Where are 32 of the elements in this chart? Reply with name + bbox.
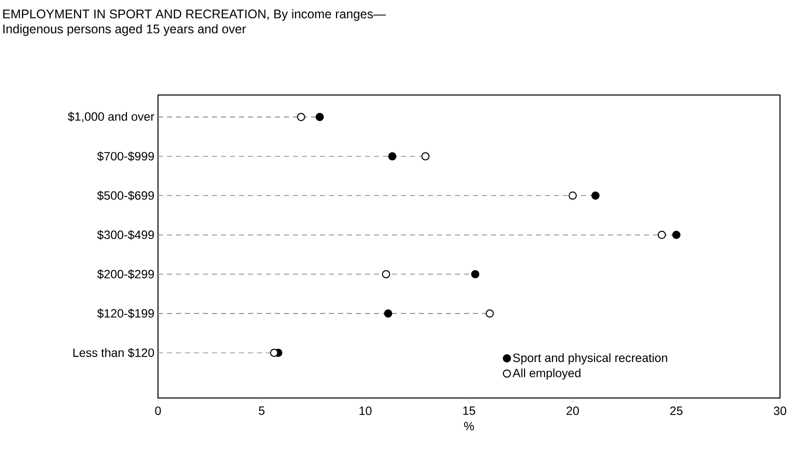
point	[591, 192, 600, 200]
x-tick-label: 15	[463, 406, 476, 415]
x-tick-label: 30	[774, 406, 786, 416]
point	[658, 230, 666, 240]
x-tick-label: 5	[258, 406, 264, 415]
point	[296, 112, 306, 122]
point	[672, 230, 680, 240]
point	[270, 348, 278, 357]
point	[382, 270, 390, 278]
legend-label: All employed	[512, 368, 580, 380]
point	[471, 270, 480, 278]
point	[421, 152, 430, 160]
y-tick-label: $120-$199	[97, 308, 154, 318]
y-tick-label: $200-$299	[97, 269, 154, 280]
point	[486, 309, 494, 318]
x-axis-title: %	[464, 422, 474, 430]
chart-title: EMPLOYMENT IN SPORT AND RECREATION, By income ranges—	[3, 9, 386, 21]
y-tick-label: $300-$499	[97, 230, 154, 240]
point	[568, 192, 577, 200]
x-tick-label: 10	[360, 406, 372, 416]
chart-subtitle: Indigenous persons aged 15 years and over	[3, 24, 246, 36]
point	[316, 112, 324, 122]
y-tick-label: $700-$999	[97, 151, 154, 162]
x-tick-label: 20	[566, 406, 579, 416]
legend-label: Sport and physical recreation	[513, 353, 668, 364]
y-tick-label: $500-$699	[97, 190, 154, 200]
point	[384, 309, 392, 318]
x-tick-label: 0	[155, 406, 161, 416]
point	[388, 152, 396, 160]
y-tick-label: Less than $120	[73, 348, 154, 358]
y-tick-label: $1,000 and over	[68, 112, 154, 122]
x-tick-label: 25	[670, 406, 682, 416]
